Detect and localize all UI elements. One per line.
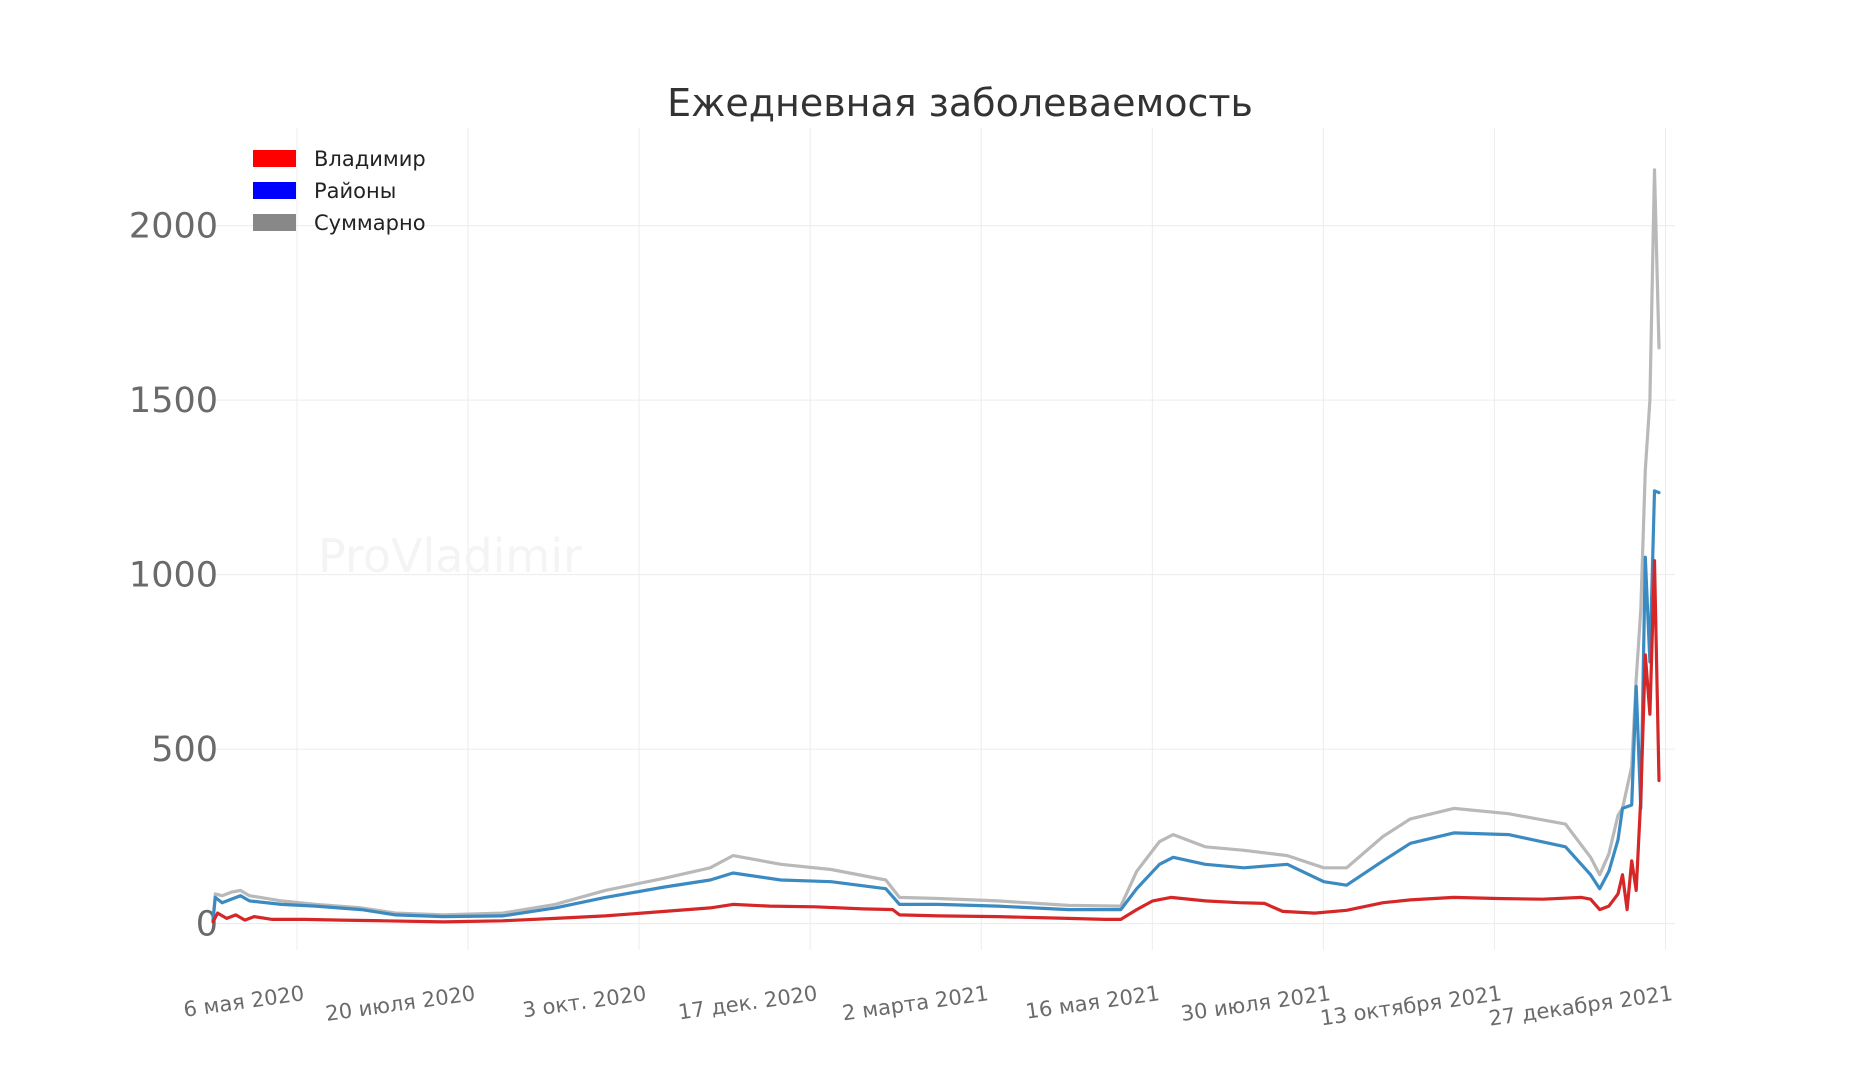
x-tick-label: 17 дек. 2020 [677,981,819,1024]
series-line-1 [211,489,1661,922]
legend-label: Районы [314,179,396,203]
y-tick-label: 2000 [129,207,218,247]
x-tick-label: 27 декабря 2021 [1487,981,1674,1031]
legend[interactable]: Владимир Районы Суммарно [253,147,426,235]
y-tick-label: 500 [151,730,218,770]
watermark: ProVladimir [318,529,582,583]
y-tick-label: 1000 [129,556,218,596]
x-tick-label: 20 июля 2020 [324,981,477,1026]
legend-swatch [253,150,296,167]
series-line-0 [211,559,1661,924]
x-tick-label: 16 мая 2021 [1024,981,1161,1024]
series-line-2 [211,168,1661,922]
series-lines [211,168,1661,924]
legend-label: Суммарно [314,211,426,235]
legend-label: Владимир [314,147,426,171]
x-tick-label: 2 марта 2021 [841,981,990,1025]
x-tick-label: 30 июля 2021 [1179,981,1332,1026]
x-tick-label: 3 окт. 2020 [521,981,648,1022]
legend-swatch [253,182,296,199]
chart-title: Ежедневная заболеваемость [667,81,1253,125]
x-tick-label: 6 мая 2020 [182,981,306,1022]
y-tick-label: 1500 [129,381,218,421]
x-tick-label: 13 октября 2021 [1319,981,1503,1030]
legend-swatch [253,214,296,231]
x-axis-ticks: 6 мая 2020 20 июля 2020 3 окт. 2020 17 дек.… [182,981,1674,1031]
